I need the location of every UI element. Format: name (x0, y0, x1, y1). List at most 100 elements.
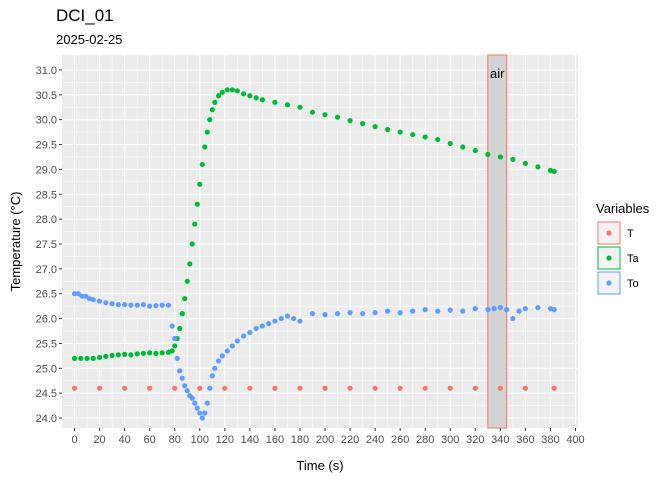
y-axis-label: Temperature (°C) (8, 192, 23, 292)
point-ta (410, 131, 416, 138)
point-ta (177, 325, 183, 332)
chart-title: DCI_01 (56, 6, 114, 25)
x-tick-label: 260 (391, 434, 409, 446)
y-tick-label: 28.0 (36, 214, 57, 226)
x-tick-label: 400 (566, 434, 584, 446)
point-to (194, 405, 200, 411)
point-t (447, 385, 453, 391)
point-ta (147, 350, 153, 356)
point-ta (187, 261, 193, 267)
point-t (522, 385, 528, 391)
point-ta (522, 160, 528, 167)
point-t (197, 385, 203, 391)
point-to (234, 338, 240, 344)
legend-key-point (606, 280, 612, 286)
y-tick-label: 30.0 (36, 115, 57, 127)
legend-key-point (606, 230, 612, 236)
x-tick-label: 280 (416, 434, 434, 446)
point-ta (497, 154, 503, 160)
point-to (491, 306, 497, 312)
point-ta (322, 112, 328, 118)
legend-title: Variables (596, 201, 650, 216)
point-t (551, 385, 557, 391)
point-ta (334, 114, 341, 120)
x-tick-label: 240 (366, 434, 384, 446)
point-to (297, 318, 303, 324)
point-ta (259, 97, 265, 103)
point-ta (309, 109, 316, 115)
point-to (551, 307, 557, 313)
point-to (199, 415, 205, 421)
point-to (504, 307, 510, 313)
point-to (197, 410, 203, 416)
point-to (224, 348, 230, 354)
point-ta (192, 221, 198, 227)
point-ta (202, 144, 208, 150)
point-to (272, 318, 278, 324)
point-to (322, 312, 328, 318)
point-ta (199, 161, 205, 168)
point-ta (229, 87, 235, 93)
point-to (103, 300, 109, 306)
point-to (165, 302, 172, 308)
y-tick-label: 31.0 (36, 65, 57, 77)
point-t (172, 385, 178, 391)
point-to (253, 325, 259, 332)
point-to (422, 307, 428, 313)
point-to (259, 323, 265, 329)
point-to (522, 306, 528, 312)
point-t (122, 385, 128, 391)
point-ta (96, 354, 103, 360)
point-to (372, 310, 378, 316)
point-ta (510, 156, 516, 163)
point-ta (115, 352, 121, 358)
point-t (247, 385, 253, 391)
point-t (71, 385, 78, 391)
x-axis-label: Time (s) (296, 458, 343, 473)
point-ta (372, 124, 378, 130)
point-to (334, 311, 341, 317)
point-ta (234, 88, 240, 94)
annotation-label: air (490, 66, 505, 81)
x-tick-label: 300 (441, 434, 459, 446)
point-ta (182, 296, 188, 302)
point-to (510, 315, 516, 322)
y-tick-label: 24.5 (36, 388, 57, 400)
point-to (153, 303, 159, 309)
point-to (115, 302, 121, 308)
point-to (204, 400, 210, 406)
point-ta (103, 353, 109, 359)
point-t (322, 385, 328, 391)
point-t (422, 385, 428, 391)
point-to (284, 313, 291, 319)
y-tick-label: 25.5 (36, 338, 57, 350)
point-ta (219, 89, 225, 95)
point-ta (253, 95, 259, 101)
point-ta (472, 147, 478, 154)
y-tick-label: 30.5 (36, 90, 57, 102)
point-ta (84, 355, 90, 361)
chart-subtitle: 2025-02-25 (56, 32, 123, 47)
point-to (215, 358, 222, 364)
point-to (90, 297, 96, 303)
point-to (229, 343, 235, 349)
point-to (410, 308, 416, 314)
x-tick-label: 160 (266, 434, 284, 446)
legend-label-ta: Ta (627, 253, 640, 265)
point-ta (551, 168, 557, 174)
point-ta (197, 181, 203, 187)
point-ta (209, 107, 215, 113)
point-to (172, 335, 178, 342)
legend: Variables T Ta To (596, 201, 650, 295)
point-ta (272, 99, 278, 105)
y-tick-label: 29.5 (36, 140, 57, 152)
point-t (297, 385, 303, 391)
point-to (177, 368, 183, 374)
point-to (96, 298, 103, 304)
point-ta (184, 278, 190, 284)
point-ta (247, 93, 253, 99)
point-to (247, 329, 253, 336)
legend-label-t: T (627, 228, 634, 240)
x-tick-label: 380 (541, 434, 559, 446)
